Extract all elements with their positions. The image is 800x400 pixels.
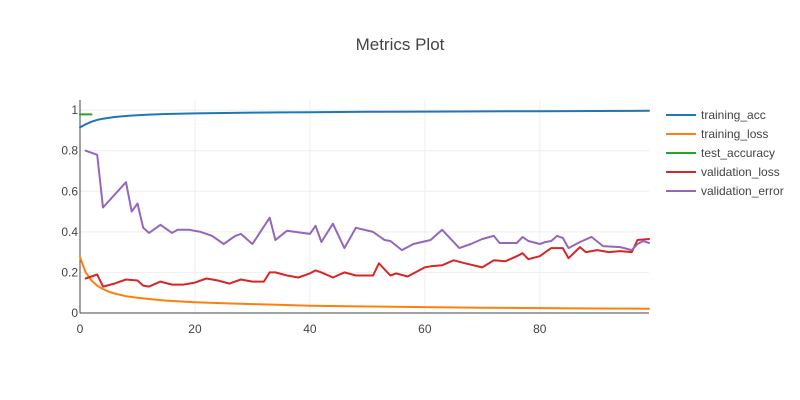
x-tick-label: 60 <box>418 322 432 336</box>
legend-label: training_loss <box>701 127 768 141</box>
y-tick-label: 0.6 <box>61 184 78 198</box>
x-tick-label: 80 <box>533 322 547 336</box>
legend-item-training-acc[interactable]: training_acc <box>666 108 766 122</box>
y-tick-label: 1 <box>71 103 78 117</box>
y-tick-label: 0.2 <box>61 265 78 279</box>
legend-item-validation-error[interactable]: validation_error <box>666 184 784 198</box>
x-tick-label: 0 <box>77 322 84 336</box>
legend-item-validation-loss[interactable]: validation_loss <box>666 165 780 179</box>
y-tick-label: 0.8 <box>61 144 78 158</box>
series-line-validation-error <box>84 149 650 252</box>
x-tick-label: 20 <box>188 322 202 336</box>
y-tick-label: 0 <box>71 306 78 320</box>
series-layer <box>79 109 650 310</box>
y-tick-label: 0.4 <box>61 225 78 239</box>
x-tick-label: 40 <box>303 322 317 336</box>
legend-item-training-loss[interactable]: training_loss <box>666 127 768 141</box>
legend-label: validation_error <box>701 184 784 198</box>
legend-label: test_accuracy <box>701 146 775 160</box>
series-line-training-acc <box>79 109 650 129</box>
legend-label: training_acc <box>701 108 766 122</box>
series-line-validation-loss <box>84 238 650 288</box>
legend-label: validation_loss <box>701 165 780 179</box>
chart-title: Metrics Plot <box>356 35 445 54</box>
legend-item-test-accuracy[interactable]: test_accuracy <box>666 146 775 160</box>
legend[interactable]: training_acc training_loss test_accuracyva… <box>666 108 784 198</box>
series-line-training-loss <box>79 256 650 310</box>
axis-layer: 0 20 40 60 80 0 0.2 0.4 0.6 0.8 1 <box>61 100 649 336</box>
